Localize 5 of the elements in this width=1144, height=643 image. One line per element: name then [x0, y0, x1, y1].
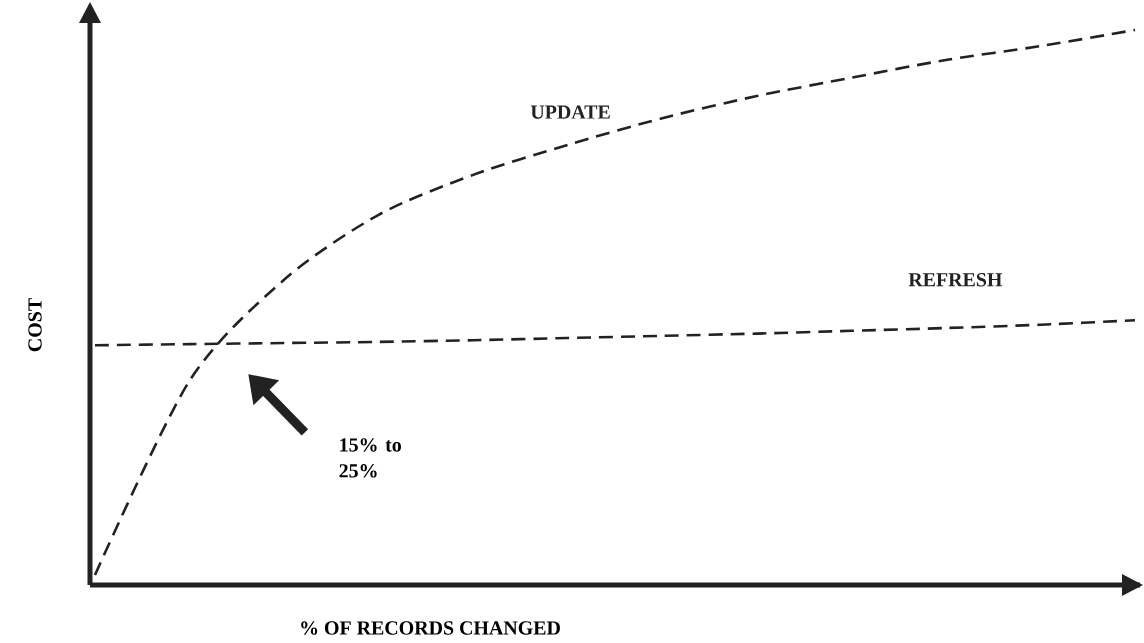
series-label: UPDATE: [530, 105, 610, 119]
y-axis-title: COST: [28, 298, 42, 352]
annotation: 15% to 25%: [339, 438, 401, 478]
series-label: REFRESH: [908, 273, 1003, 287]
x-axis-title: % OF RECORDS CHANGED: [301, 621, 560, 635]
